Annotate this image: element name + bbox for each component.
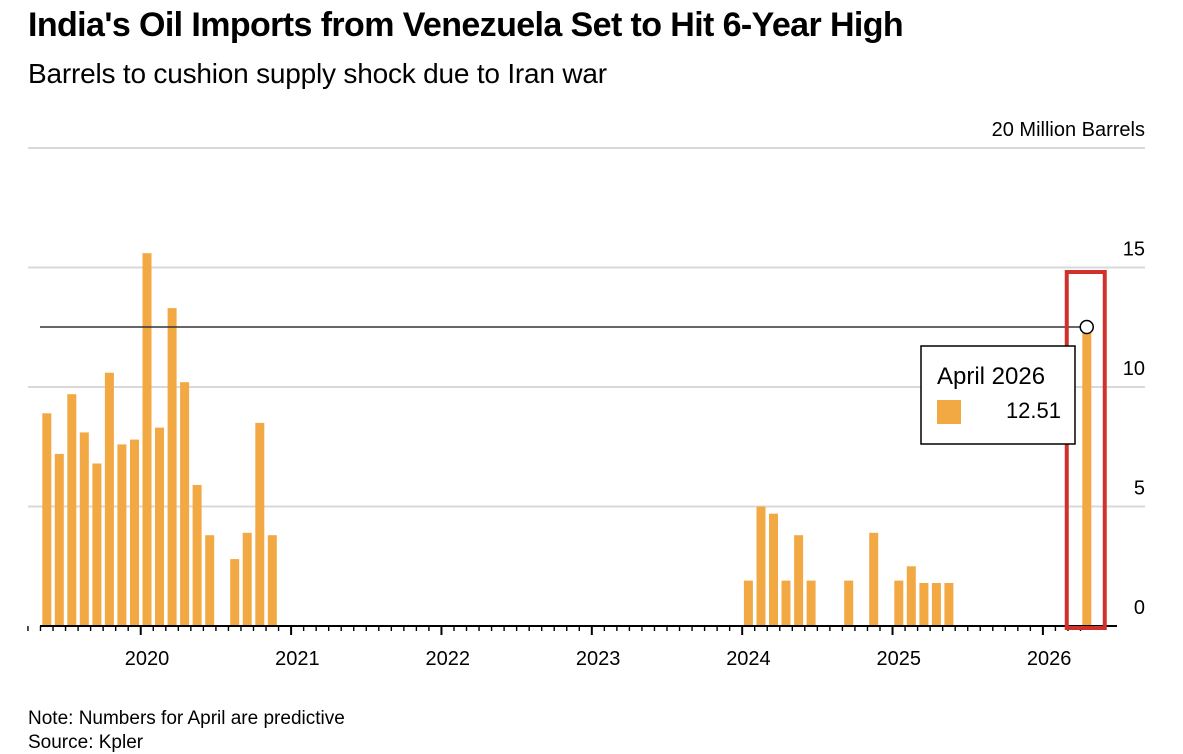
highlight-box xyxy=(1064,270,1107,630)
x-tick-label: 2020 xyxy=(125,648,170,670)
tooltip: April 2026 12.51 xyxy=(920,345,1076,445)
x-axis: 2020 2021 2022 2023 2024 2025 2026 xyxy=(27,625,1117,670)
bar xyxy=(117,444,127,626)
bar xyxy=(869,532,879,626)
y-tick-label: 15 xyxy=(1123,239,1145,261)
bar xyxy=(794,535,804,626)
bar xyxy=(230,559,240,626)
bar xyxy=(54,453,64,626)
bar xyxy=(130,439,139,626)
bar xyxy=(743,580,753,626)
y-tick-label: 0 xyxy=(1134,597,1145,619)
bar xyxy=(192,485,202,626)
reference-line-group xyxy=(40,270,1107,630)
bar xyxy=(769,513,778,626)
y-tick-label: 5 xyxy=(1134,478,1145,500)
chart-note: Note: Numbers for April are predictive xyxy=(28,708,345,729)
bar xyxy=(142,253,152,626)
bar xyxy=(79,432,89,626)
bar xyxy=(205,535,215,626)
tooltip-label: April 2026 xyxy=(937,363,1045,390)
bars xyxy=(42,253,1092,627)
bar xyxy=(906,566,916,627)
bar xyxy=(919,583,929,626)
tooltip-swatch xyxy=(937,400,961,424)
x-tick-label: 2021 xyxy=(275,648,320,670)
x-tick-label: 2022 xyxy=(425,648,470,670)
x-tick-label: 2025 xyxy=(877,648,922,670)
bar xyxy=(255,422,265,626)
chart-source: Source: Kpler xyxy=(28,732,144,753)
bar xyxy=(781,580,791,626)
value-marker xyxy=(1079,319,1094,335)
bar xyxy=(67,394,77,626)
y-tick-label: 10 xyxy=(1123,358,1145,380)
x-tick-label: 2024 xyxy=(726,648,771,670)
bar xyxy=(1082,327,1092,626)
bar xyxy=(844,580,854,626)
bar xyxy=(92,463,102,626)
tooltip-value: 12.51 xyxy=(1006,398,1061,423)
chart-title: India's Oil Imports from Venezuela Set t… xyxy=(28,6,904,44)
bar xyxy=(894,580,904,626)
bar xyxy=(155,427,164,626)
x-tick-label: 2023 xyxy=(576,648,621,670)
bar xyxy=(42,413,52,626)
chart-subtitle: Barrels to cushion supply shock due to I… xyxy=(28,58,607,89)
bar xyxy=(806,580,816,626)
bar xyxy=(944,583,954,626)
tooltip-box xyxy=(920,345,1076,445)
bar xyxy=(756,506,766,626)
bar xyxy=(267,535,277,626)
bar xyxy=(167,308,177,626)
gridlines: 20 Million Barrels 15 10 5 0 xyxy=(28,119,1145,619)
bar xyxy=(104,372,114,626)
bar xyxy=(180,382,190,626)
x-tick-label: 2026 xyxy=(1027,648,1072,670)
bar xyxy=(242,532,252,626)
bar xyxy=(931,583,941,626)
unit-label: 20 Million Barrels xyxy=(992,119,1145,141)
